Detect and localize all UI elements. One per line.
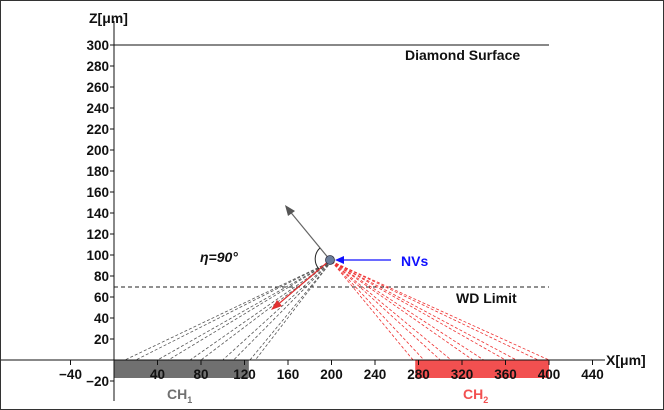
red-emission-arrow: [274, 259, 331, 308]
ray-ch1: [124, 260, 332, 361]
diamond-surface-label: Diamond Surface: [405, 47, 520, 63]
ray-ch1: [135, 260, 332, 361]
z-tick-label: 60: [94, 290, 109, 305]
x-tick-label: −40: [59, 367, 82, 382]
x-axis-label: X[μm]: [606, 352, 646, 368]
gray-emission-arrow: [287, 208, 331, 261]
x-tick-label: 320: [451, 367, 474, 382]
ray-ch2: [331, 260, 474, 361]
ray-ch1: [249, 260, 332, 361]
ch1-label: CH1: [167, 386, 192, 405]
ray-ch2: [331, 260, 517, 361]
z-axis-label: Z[μm]: [89, 10, 128, 26]
z-tick-label: 20: [94, 332, 109, 347]
x-tick-label: 160: [277, 367, 300, 382]
x-tick-label: 280: [407, 367, 430, 382]
eta-label: η=90°: [200, 249, 238, 265]
z-tick-label: 300: [86, 38, 109, 53]
x-tick-label: 120: [233, 367, 256, 382]
ray-ch2: [331, 260, 425, 361]
x-tick-label: 240: [364, 367, 387, 382]
ray-ch1: [168, 260, 332, 361]
ray-ch2: [331, 260, 414, 361]
x-tick-label: 400: [538, 367, 561, 382]
ray-ch1: [222, 260, 332, 361]
z-tick-label: 140: [86, 206, 109, 221]
ray-ch1: [157, 260, 332, 361]
ray-ch1: [233, 260, 332, 361]
x-tick-label: 360: [494, 367, 517, 382]
nv-point-icon: [325, 255, 335, 265]
gray-arrowhead-icon: [285, 205, 295, 216]
z-tick-label: −20: [86, 374, 109, 389]
ray-ch2: [331, 260, 484, 361]
z-tick-label: 200: [86, 143, 109, 158]
z-tick-label: 220: [86, 122, 109, 137]
x-tick-label: 40: [150, 367, 165, 382]
z-tick-label: 120: [86, 227, 109, 242]
ray-ch1: [189, 260, 332, 361]
z-tick-label: 260: [86, 80, 109, 95]
ray-group: [124, 260, 550, 361]
tick-group: −40 40 80 120 160 200 240 280 320 360 400 440 −20 20 4…: [59, 38, 604, 389]
z-tick-label: 180: [86, 164, 109, 179]
ray-ch2: [331, 260, 506, 361]
ch1-detector-bar: [114, 360, 249, 378]
z-tick-label: 80: [94, 269, 109, 284]
ch2-label: CH2: [463, 386, 488, 405]
z-tick-label: 240: [86, 101, 109, 116]
x-tick-label: 440: [581, 367, 604, 382]
z-tick-label: 280: [86, 59, 109, 74]
ray-ch2: [331, 260, 539, 361]
eta-angle-arc-icon: [314, 247, 321, 270]
x-tick-label: 80: [193, 367, 208, 382]
x-tick-label: 200: [320, 367, 343, 382]
ch2-detector-bar: [415, 360, 549, 378]
ray-ch1: [255, 261, 332, 361]
nv-arrowhead-icon: [335, 256, 344, 264]
red-arrowhead-icon: [271, 300, 282, 310]
z-tick-label: 100: [86, 248, 109, 263]
z-tick-label: 40: [94, 311, 109, 326]
ray-ch2: [331, 260, 550, 361]
z-tick-label: 160: [86, 185, 109, 200]
ray-ch2: [331, 260, 452, 361]
wd-limit-label: WD Limit: [456, 290, 517, 306]
ray-ch2: [331, 260, 441, 361]
nvs-label: NVs: [401, 253, 428, 269]
